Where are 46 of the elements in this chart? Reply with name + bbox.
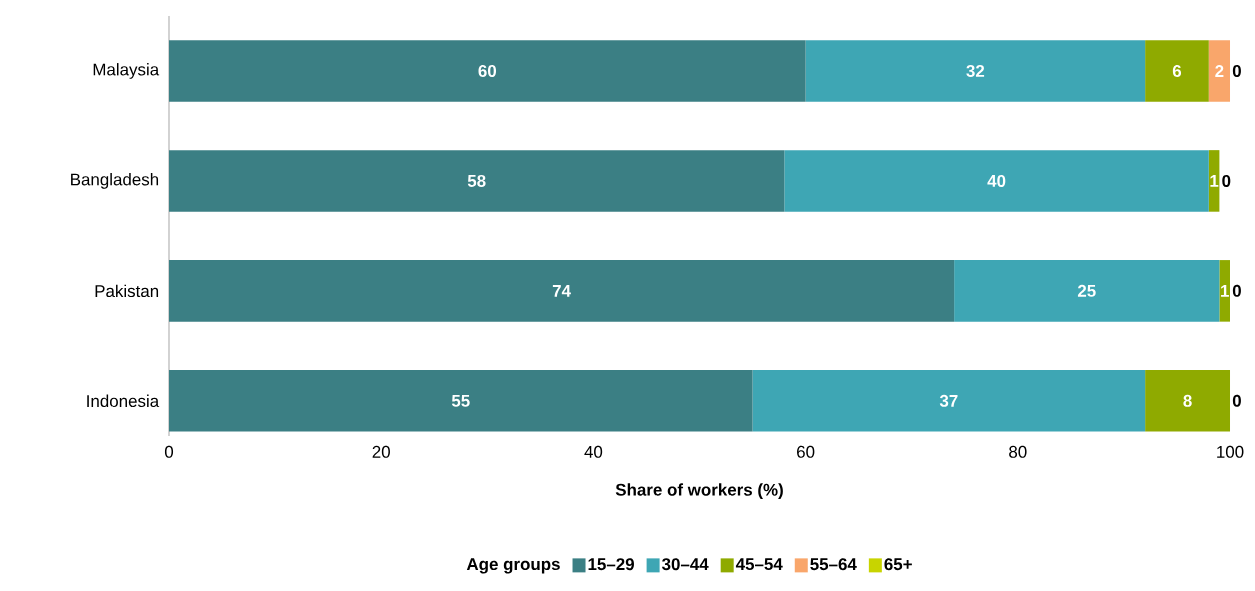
legend-label: 15–29: [588, 558, 634, 571]
data-label: 74: [552, 285, 571, 297]
data-label: 32: [966, 64, 985, 77]
data-label: 55: [451, 394, 470, 407]
y-tick-label: Bangladesh: [71, 173, 159, 189]
data-label: 6: [1172, 64, 1182, 77]
legend-label: 30–44: [661, 558, 709, 571]
data-label: 1: [1221, 285, 1229, 297]
data-label: 0: [1232, 64, 1241, 77]
x-tick-label: 0: [164, 445, 174, 458]
legend-label: 65+: [884, 558, 912, 571]
data-label: 60: [478, 64, 497, 77]
data-label: 0: [1222, 174, 1231, 187]
bar: [784, 150, 1209, 212]
data-label: 0: [1232, 394, 1241, 407]
data-label: 25: [1077, 284, 1096, 297]
x-axis-title: Share of workers (%): [615, 483, 783, 500]
bar: [169, 150, 785, 212]
bar: [1219, 260, 1231, 322]
legend-label: 45–54: [735, 558, 783, 571]
y-tick-label: Indonesia: [87, 394, 160, 408]
bar: [1145, 40, 1209, 102]
bar: [954, 260, 1220, 322]
bar: [169, 260, 955, 322]
bar: [752, 370, 1146, 432]
data-label: 2: [1215, 65, 1224, 77]
x-tick-label: 100: [1217, 445, 1244, 458]
x-tick-label: 60: [797, 445, 815, 458]
data-label: 58: [467, 174, 486, 187]
x-tick-label: 20: [372, 445, 390, 458]
legend-title: Age groups: [466, 558, 560, 574]
bar: [805, 40, 1146, 102]
data-label: 8: [1183, 394, 1192, 407]
data-label: 37: [939, 394, 958, 407]
data-label: 1: [1210, 175, 1219, 187]
y-tick-label: Malaysia: [93, 63, 160, 79]
y-tick-label: Pakistan: [95, 284, 159, 298]
bar: [169, 370, 753, 432]
data-label: 0: [1232, 284, 1241, 297]
bar: [169, 40, 806, 102]
legend-label: 55–64: [810, 558, 857, 571]
x-tick-label: 80: [1009, 445, 1027, 458]
bar: [1208, 40, 1231, 102]
x-tick-label: 40: [584, 445, 603, 458]
bar: [1145, 370, 1231, 432]
data-label: 40: [987, 174, 1006, 187]
